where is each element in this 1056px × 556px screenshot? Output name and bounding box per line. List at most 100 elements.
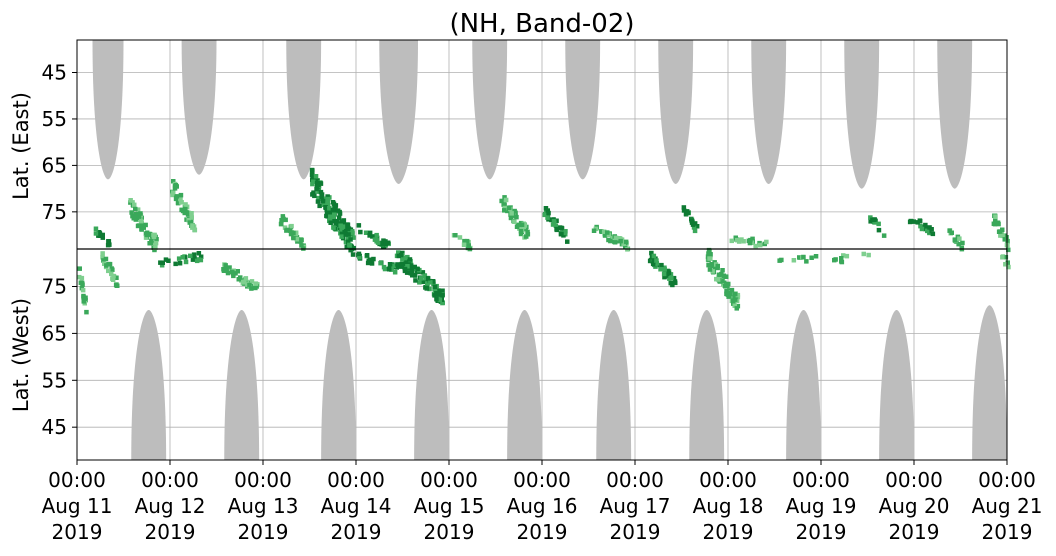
detection-cell bbox=[709, 262, 714, 267]
x-tick-label-date: Aug 15 bbox=[414, 494, 485, 518]
detection-cell bbox=[317, 203, 322, 209]
detection-cell bbox=[288, 228, 293, 233]
x-tick-label-date: Aug 12 bbox=[135, 494, 206, 518]
detection-cell bbox=[236, 277, 241, 282]
detection-cell bbox=[325, 214, 330, 219]
no-data-region-west bbox=[321, 309, 356, 460]
detection-cell bbox=[179, 200, 184, 205]
detection-cluster bbox=[128, 198, 159, 253]
detection-cell bbox=[876, 221, 881, 227]
detection-cell bbox=[502, 202, 507, 207]
detection-cell bbox=[434, 296, 439, 302]
detection-cluster bbox=[868, 215, 887, 238]
detection-cell bbox=[331, 225, 336, 230]
detection-cell bbox=[525, 229, 530, 235]
detection-cell bbox=[410, 273, 415, 278]
x-tick-label: 00:00 Aug 19 2019 bbox=[786, 468, 857, 544]
detection-cell bbox=[715, 277, 721, 282]
detection-cell bbox=[325, 203, 331, 208]
detection-cluster bbox=[221, 262, 260, 291]
detection-cell bbox=[233, 271, 238, 276]
detection-cell bbox=[231, 273, 236, 279]
detection-cluster bbox=[729, 235, 769, 249]
x-tick-label-year: 2019 bbox=[145, 520, 196, 544]
detection-cell bbox=[334, 218, 340, 224]
detection-cell bbox=[417, 280, 422, 285]
detection-cell bbox=[223, 263, 228, 268]
detection-cell bbox=[464, 238, 470, 244]
detection-cell bbox=[609, 234, 615, 240]
detection-cell bbox=[224, 266, 229, 272]
detection-cell bbox=[358, 229, 363, 235]
detection-cell bbox=[545, 208, 550, 213]
detection-cell bbox=[733, 291, 738, 297]
detection-cell bbox=[316, 189, 321, 194]
detection-cell bbox=[253, 281, 259, 286]
detection-cell bbox=[299, 237, 304, 243]
detection-cluster bbox=[499, 195, 531, 240]
x-tick-label: 00:00 Aug 16 2019 bbox=[507, 468, 578, 544]
detection-cell bbox=[186, 210, 192, 216]
detection-cell bbox=[310, 181, 315, 187]
detection-cell bbox=[198, 254, 204, 259]
detection-cell bbox=[509, 211, 514, 216]
detection-cell bbox=[289, 223, 294, 229]
y-tick-label-west: 45 bbox=[42, 415, 67, 439]
detection-cell bbox=[106, 268, 111, 274]
detection-cell bbox=[681, 205, 687, 210]
detection-cell bbox=[318, 189, 324, 195]
detection-cell bbox=[191, 252, 197, 257]
detection-cell bbox=[279, 218, 284, 223]
detection-cell bbox=[551, 219, 557, 224]
detection-cell bbox=[422, 273, 428, 279]
detection-cell bbox=[375, 240, 381, 245]
detection-cell bbox=[599, 229, 604, 234]
detection-cell bbox=[313, 174, 319, 179]
detection-cell bbox=[839, 256, 844, 261]
detection-cell bbox=[315, 178, 320, 183]
detection-cell bbox=[348, 237, 353, 242]
detection-cluster bbox=[591, 224, 631, 252]
detection-cell bbox=[872, 220, 877, 225]
detection-cell bbox=[413, 278, 418, 283]
detection-cell bbox=[177, 261, 183, 266]
no-data-region-east bbox=[565, 40, 601, 180]
detection-cell bbox=[998, 233, 1003, 238]
detection-cell bbox=[239, 278, 244, 283]
detection-cell bbox=[100, 232, 105, 238]
detection-cell bbox=[673, 280, 678, 286]
detection-cell bbox=[194, 258, 200, 264]
detection-cell bbox=[331, 216, 336, 221]
x-tick-label-time: 00:00 bbox=[234, 468, 292, 492]
detection-cell bbox=[106, 239, 111, 244]
detection-cell bbox=[183, 255, 188, 260]
detection-cell bbox=[404, 270, 410, 275]
detection-cell bbox=[514, 214, 519, 220]
detection-cell bbox=[1005, 238, 1010, 244]
detection-cell bbox=[371, 256, 376, 262]
x-tick-label-year: 2019 bbox=[610, 520, 661, 544]
detection-cluster bbox=[278, 214, 307, 251]
detection-cell bbox=[328, 214, 333, 219]
detection-cell bbox=[618, 238, 623, 244]
detection-cell bbox=[650, 261, 656, 267]
detection-cell bbox=[956, 241, 961, 247]
no-data-region-west bbox=[507, 309, 542, 460]
detection-cell bbox=[601, 229, 607, 234]
detection-cell bbox=[109, 271, 114, 277]
detection-cell bbox=[160, 260, 165, 265]
no-data-region-east bbox=[472, 40, 508, 180]
detection-cell bbox=[97, 231, 103, 236]
x-tick-label-time: 00:00 bbox=[327, 468, 385, 492]
detection-cell bbox=[285, 227, 290, 233]
detection-cell bbox=[506, 205, 512, 210]
detection-cluster bbox=[705, 247, 741, 311]
detection-cell bbox=[385, 240, 391, 245]
detection-cell bbox=[311, 179, 316, 184]
detection-cell bbox=[717, 272, 722, 277]
detection-cell bbox=[184, 210, 189, 215]
detection-cell bbox=[188, 253, 193, 259]
x-tick-label-date: Aug 21 bbox=[972, 494, 1043, 518]
detection-cell bbox=[339, 231, 345, 237]
